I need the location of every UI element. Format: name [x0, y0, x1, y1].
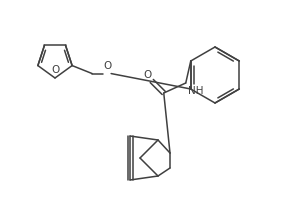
Text: NH: NH — [188, 86, 203, 96]
Text: O: O — [144, 70, 152, 80]
Text: O: O — [103, 61, 111, 71]
Text: O: O — [51, 65, 59, 75]
